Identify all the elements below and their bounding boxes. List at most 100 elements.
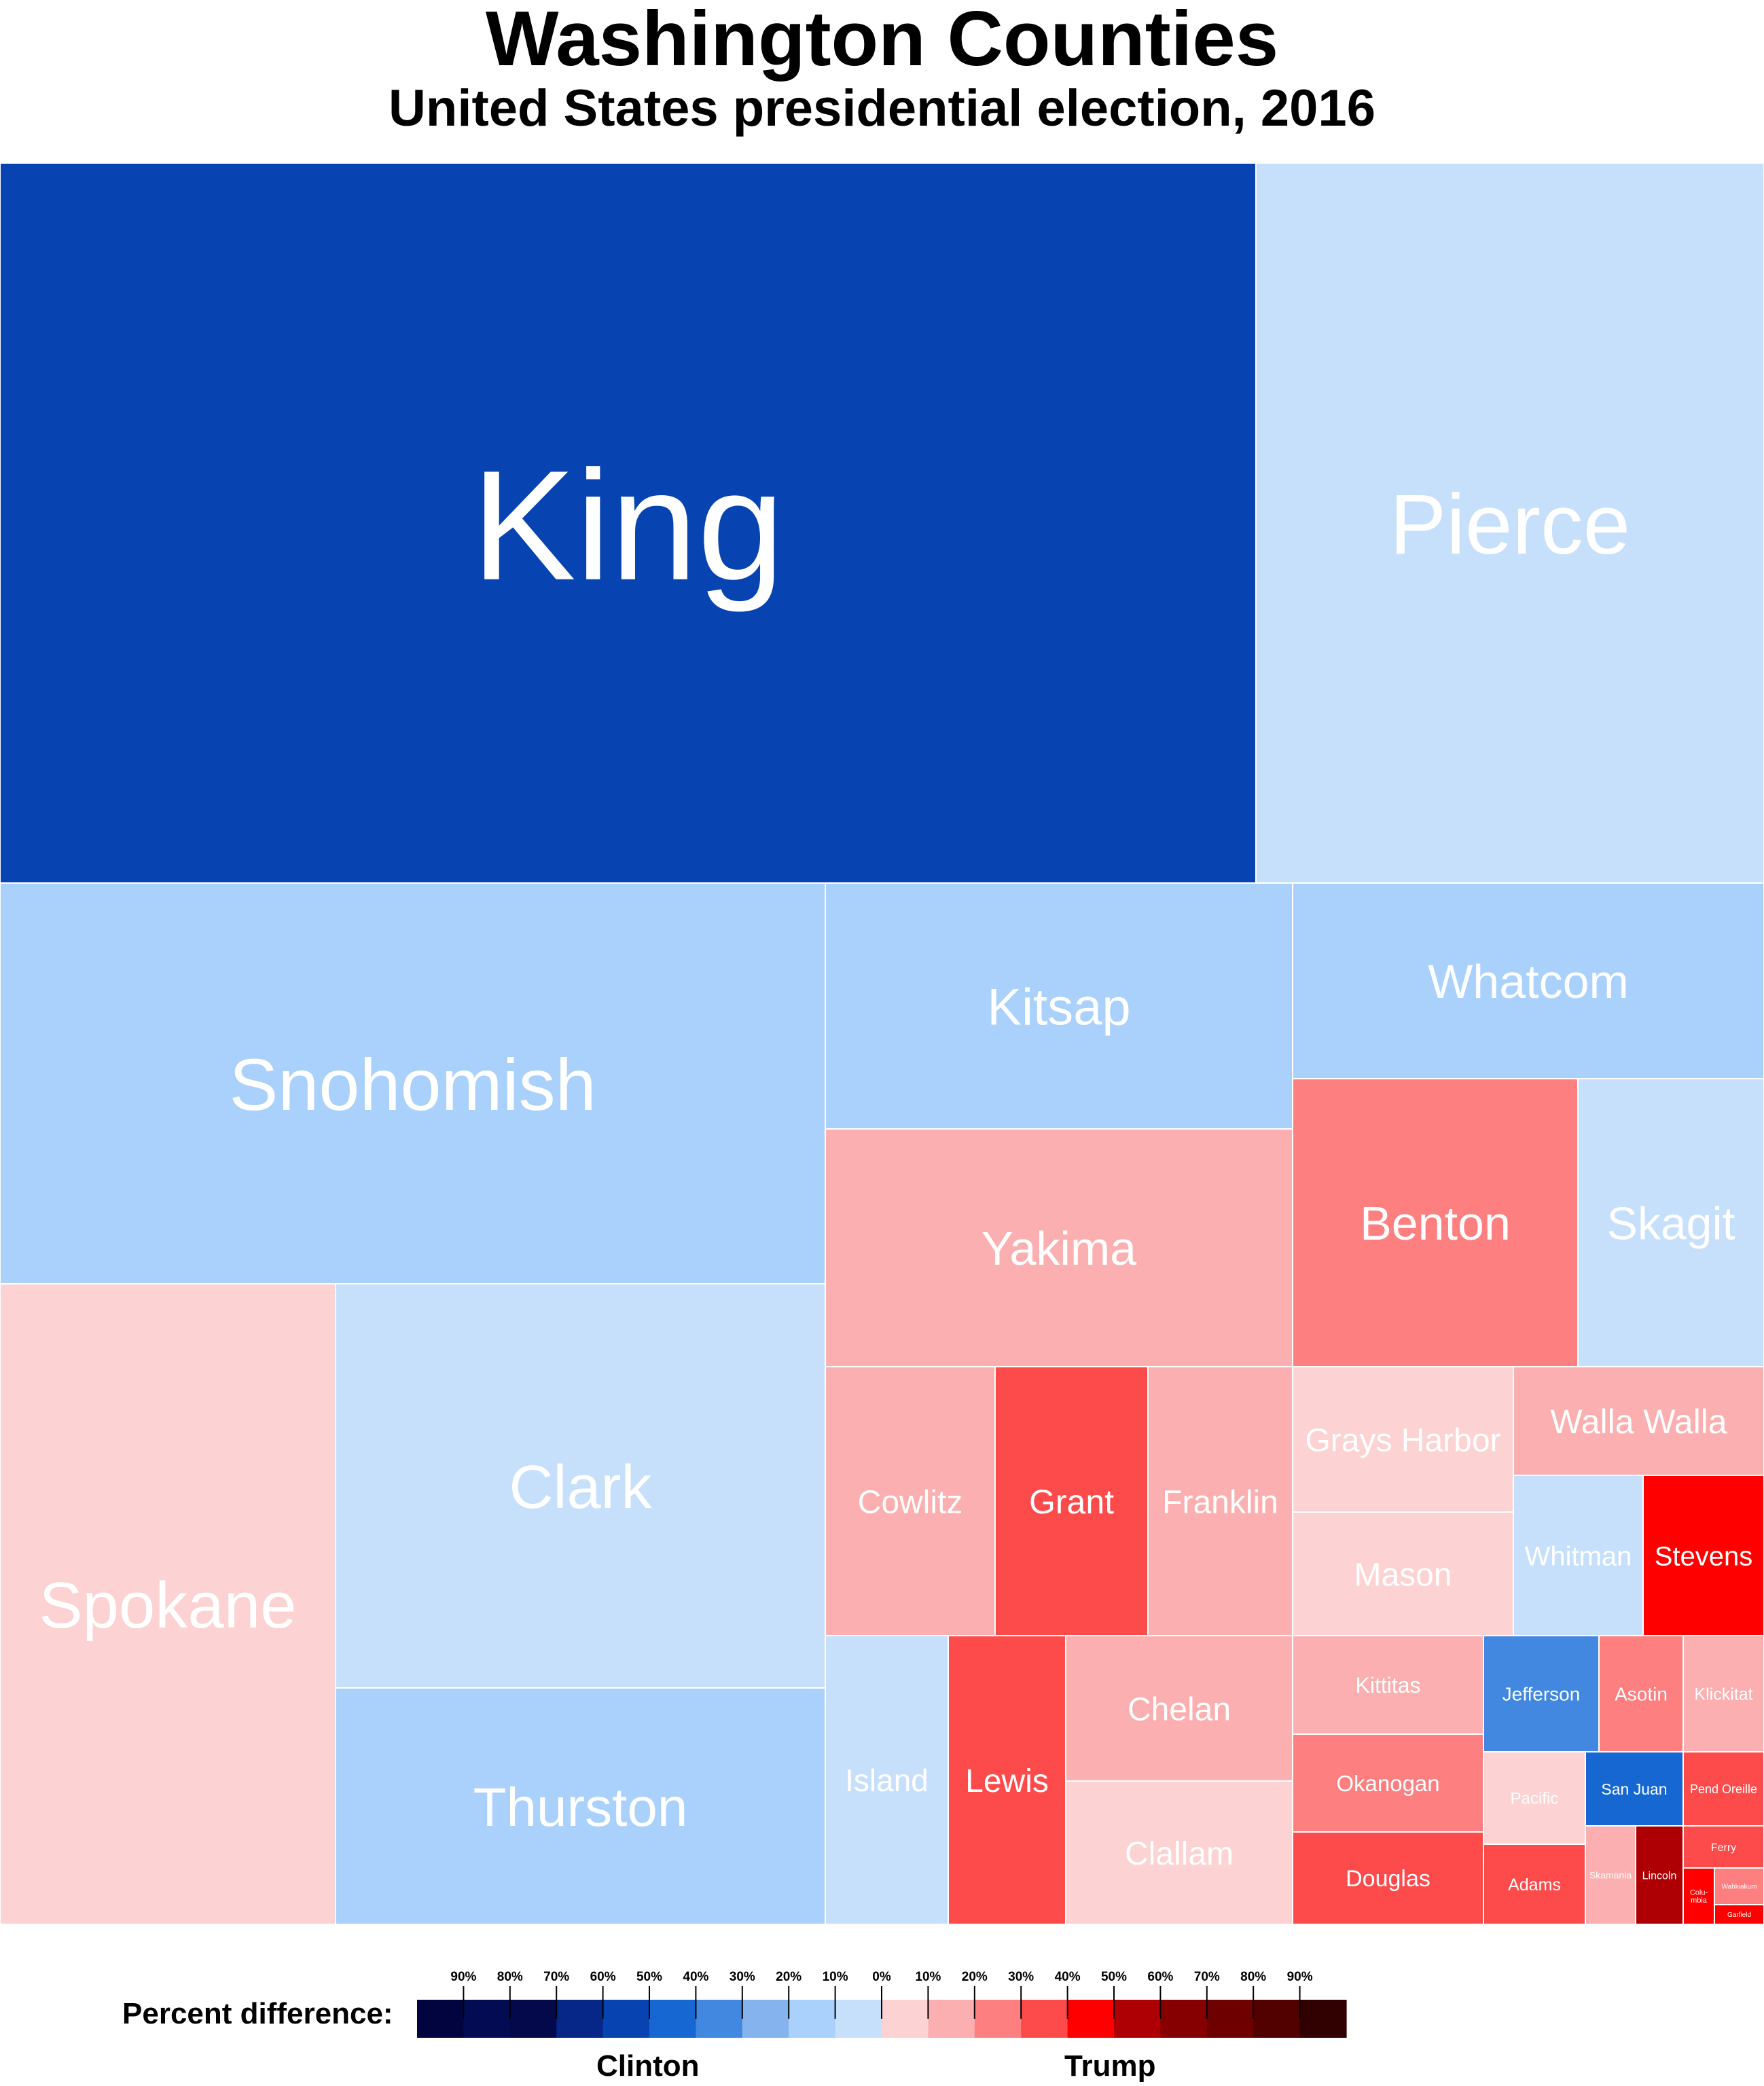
tile-label-island: Island <box>845 1763 929 1798</box>
tile-label-chelan: Chelan <box>1128 1691 1231 1727</box>
tile-label-franklin: Franklin <box>1162 1484 1278 1520</box>
tile-rect-pend-oreille <box>1682 1751 1764 1827</box>
legend-tick-label: 40% <box>1055 1970 1081 1984</box>
legend-swatch <box>835 2000 882 2038</box>
legend-tick-label: 20% <box>776 1970 802 1984</box>
tile-island: Island <box>825 1635 949 1925</box>
tile-san-juan: San Juan <box>1585 1751 1684 1827</box>
tile-label-king: King <box>471 438 784 613</box>
tile-label-skamania: Skamania <box>1589 1870 1632 1881</box>
tile-label-san-juan: San Juan <box>1601 1780 1667 1798</box>
tile-pacific: Pacific <box>1483 1751 1586 1845</box>
tile-label-pend-oreille: Pend Oreille <box>1690 1782 1757 1796</box>
tile-rect-whatcom <box>1292 882 1764 1079</box>
tile-rect-pacific <box>1483 1751 1586 1845</box>
tile-walla-walla: Walla Walla <box>1513 1366 1764 1476</box>
tile-asotin: Asotin <box>1598 1635 1684 1752</box>
tile-rect-klickitat <box>1682 1635 1764 1752</box>
tile-rect-franklin <box>1147 1366 1293 1636</box>
tile-label-snohomish: Snohomish <box>229 1043 596 1126</box>
tile-pierce: Pierce <box>1255 162 1764 884</box>
tile-clallam: Clallam <box>1065 1780 1293 1925</box>
color-legend: 90% 80% 70% 60% 50% 40% 30% 20% 10% 0% 10% 20% 30% 40… <box>417 1970 1347 2038</box>
tile-label-kitsap: Kitsap <box>987 978 1130 1036</box>
tile-snohomish: Snohomish <box>0 882 826 1284</box>
tile-grays-harbor: Grays Harbor <box>1292 1366 1514 1513</box>
tile-rect-lewis <box>948 1635 1066 1925</box>
tile-rect-wahkiakum <box>1714 1867 1764 1905</box>
tile-rect-cowlitz <box>825 1366 996 1636</box>
tile-rect-chelan <box>1065 1635 1293 1782</box>
tile-label-okanogan: Okanogan <box>1336 1771 1439 1796</box>
legend-swatch <box>1067 2000 1115 2038</box>
legend-tick-label: 90% <box>1287 1970 1313 1984</box>
legend-swatch <box>1253 2000 1301 2038</box>
legend-swatch <box>463 2000 511 2038</box>
tile-kitsap: Kitsap <box>825 882 1293 1130</box>
tile-label-yakima: Yakima <box>982 1222 1136 1275</box>
tile-label-ferry: Ferry <box>1711 1842 1736 1854</box>
legend-tick-label: 50% <box>1101 1970 1127 1984</box>
tile-rect-walla-walla <box>1513 1366 1764 1476</box>
tile-label-jefferson: Jefferson <box>1502 1684 1581 1705</box>
tile-rect-spokane <box>0 1283 336 1925</box>
tile-label-mason: Mason <box>1354 1557 1452 1593</box>
tile-rect-island <box>825 1635 949 1925</box>
legend-swatch <box>417 2000 464 2038</box>
legend-tick-label: 60% <box>590 1970 616 1984</box>
tile-label-clallam: Clallam <box>1125 1836 1234 1872</box>
tile-rect-clark <box>335 1283 826 1689</box>
tile-label-kittitas: Kittitas <box>1355 1673 1420 1697</box>
tile-label-wahkiakum: Wahkiakum <box>1722 1884 1757 1891</box>
legend-swatch <box>602 2000 650 2038</box>
legend-percent-label: Percent difference: <box>122 1997 393 2030</box>
tile-rect-clallam <box>1065 1780 1293 1925</box>
tile-okanogan: Okanogan <box>1292 1733 1484 1833</box>
tile-label-thurston: Thurston <box>473 1777 688 1837</box>
tile-rect-douglas <box>1292 1831 1484 1925</box>
tile-jefferson: Jefferson <box>1483 1635 1600 1752</box>
tile-rect-stevens <box>1642 1475 1764 1636</box>
tile-label-cowlitz: Cowlitz <box>858 1484 963 1520</box>
tile-label-walla-walla: Walla Walla <box>1550 1403 1727 1441</box>
tile-lincoln: Lincoln <box>1635 1825 1684 1925</box>
legend-tick-label: 10% <box>823 1970 848 1984</box>
legend-tick-label: 50% <box>636 1970 662 1984</box>
tile-label-clark: Clark <box>509 1454 652 1522</box>
tile-label-stevens: Stevens <box>1655 1541 1753 1571</box>
tile-grant: Grant <box>994 1366 1149 1636</box>
tile-ferry: Ferry <box>1682 1825 1764 1869</box>
legend-swatch <box>696 2000 743 2038</box>
legend-swatch <box>649 2000 696 2038</box>
tile-chelan: Chelan <box>1065 1635 1293 1782</box>
chart-title: Washington Counties <box>485 0 1279 82</box>
tile-klickitat: Klickitat <box>1682 1635 1764 1752</box>
tile-stevens: Stevens <box>1642 1475 1764 1636</box>
legend-swatch <box>789 2000 836 2038</box>
tile-label-whitman: Whitman <box>1525 1541 1632 1571</box>
legend-swatch <box>1299 2000 1347 2038</box>
legend-tick-label: 70% <box>1194 1970 1220 1984</box>
tile-label-douglas: Douglas <box>1346 1866 1430 1892</box>
legend-swatch <box>1206 2000 1254 2038</box>
tile-label-klickitat: Klickitat <box>1694 1685 1752 1704</box>
legend-swatch <box>1114 2000 1161 2038</box>
tile-label-pacific: Pacific <box>1511 1790 1559 1808</box>
tile-rect-okanogan <box>1292 1733 1484 1833</box>
tile-rect-san-juan <box>1585 1751 1684 1827</box>
tile-rect-lincoln <box>1635 1825 1684 1925</box>
tile-label-grant: Grant <box>1029 1483 1114 1521</box>
tile-whitman: Whitman <box>1513 1475 1644 1636</box>
tile-thurston: Thurston <box>335 1687 826 1925</box>
legend-swatch <box>742 2000 789 2038</box>
legend-swatch <box>928 2000 975 2038</box>
tile-rect-garfield <box>1714 1904 1764 1925</box>
legend-swatch <box>1160 2000 1208 2038</box>
tile-label-spokane: Spokane <box>39 1569 297 1642</box>
tile-whatcom: Whatcom <box>1292 882 1764 1079</box>
tile-rect-king <box>0 162 1257 884</box>
tile-label-adams: Adams <box>1508 1875 1561 1894</box>
tile-label-lincoln: Lincoln <box>1642 1870 1677 1882</box>
legend-swatch <box>1021 2000 1068 2038</box>
